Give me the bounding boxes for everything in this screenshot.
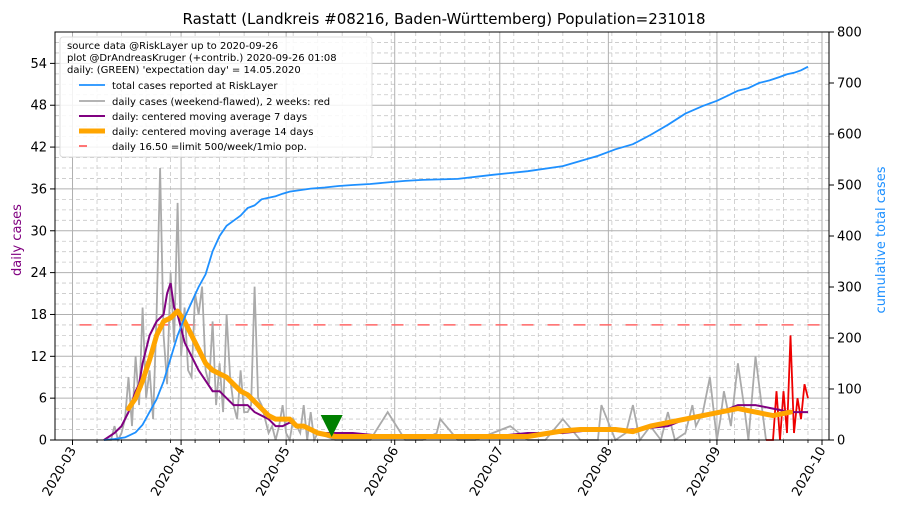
legend-label-ma7: daily: centered moving average 7 days xyxy=(112,112,307,123)
legend: source data @RiskLayer up to 2020-09-26 … xyxy=(59,36,373,158)
y-right-tick-label: 700 xyxy=(837,77,862,92)
y-left-tick-label: 0 xyxy=(39,434,47,449)
y-axis-left-label: daily cases xyxy=(10,204,25,276)
y-left-tick-label: 6 xyxy=(39,392,47,407)
series-daily-cases xyxy=(104,167,767,444)
legend-label-daily: daily cases (weekend-flawed), 2 weeks: r… xyxy=(112,97,330,108)
info-line-1: source data @RiskLayer up to 2020-09-26 xyxy=(67,41,278,52)
y-left-tick-label: 24 xyxy=(30,266,47,281)
info-line-2: plot @DrAndreasKruger (+contrib.) 2020-0… xyxy=(67,53,337,64)
y-left-tick-label: 42 xyxy=(30,141,47,156)
y-right-tick-label: 300 xyxy=(837,281,862,296)
y-left-tick-label: 54 xyxy=(30,57,47,72)
series-ma14 xyxy=(126,308,793,439)
y-right-tick-label: 0 xyxy=(837,434,845,449)
y-left-tick-label: 36 xyxy=(30,182,47,197)
legend-label-limit: daily 16.50 =limit 500/week/1mio pop. xyxy=(112,142,307,153)
info-line-3: daily: (GREEN) 'expectation day' = 14.05… xyxy=(67,65,301,76)
y-right-tick-label: 400 xyxy=(837,230,862,245)
y-left-tick-label: 18 xyxy=(30,308,47,323)
y-left-tick-label: 48 xyxy=(30,99,47,114)
y-left-tick-label: 12 xyxy=(30,350,47,365)
legend-box xyxy=(59,36,373,158)
chart-title: Rastatt (Landkreis #08216, Baden-Württem… xyxy=(182,10,705,28)
expectation-day-marker xyxy=(320,415,343,437)
y-right-tick-label: 100 xyxy=(837,383,862,398)
series-cumulative xyxy=(103,65,809,441)
legend-label-ma14: daily: centered moving average 14 days xyxy=(112,127,313,138)
y-right-tick-label: 600 xyxy=(837,128,862,143)
y-right-tick-label: 500 xyxy=(837,179,862,194)
y-left-tick-label: 30 xyxy=(30,224,47,239)
left-axis: 0 6 12 18 24 30 36 42 48 54 xyxy=(30,57,55,449)
y-right-tick-label: 200 xyxy=(837,332,862,347)
series-daily-cases-recent xyxy=(766,335,809,441)
y-axis-right-label: cumulative total cases xyxy=(874,166,889,313)
right-axis: 0 100 200 300 400 500 600 700 800 xyxy=(829,26,862,449)
y-right-tick-label: 800 xyxy=(837,26,862,41)
legend-label-cumulative: total cases reported at RiskLayer xyxy=(112,81,278,92)
